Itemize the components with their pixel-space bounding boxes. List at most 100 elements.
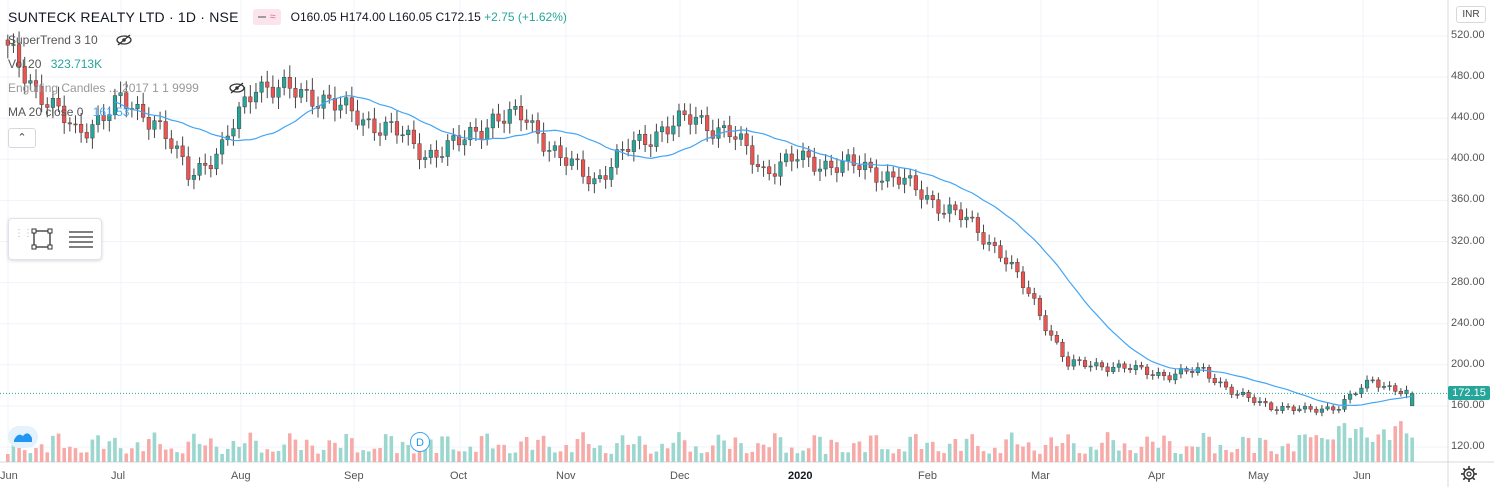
candle-body <box>259 81 264 93</box>
candle-body <box>197 163 202 176</box>
compare-pill[interactable]: ≈ <box>252 9 281 25</box>
candle-body <box>338 104 343 111</box>
volume-bar <box>124 453 129 462</box>
volume-bar <box>383 434 388 462</box>
candle-body <box>552 145 557 151</box>
candle-body <box>1229 386 1234 395</box>
candle-body <box>124 92 129 109</box>
candle-body <box>321 94 326 109</box>
volume-bar <box>135 442 140 462</box>
candle-body <box>327 94 332 99</box>
volume-bar <box>1280 446 1285 462</box>
candle-body <box>755 164 760 168</box>
dividend-marker-icon[interactable]: D <box>410 432 430 452</box>
indicator-volume[interactable]: Vol 20 323.713K <box>8 57 102 71</box>
x-tick-label: Jun <box>0 470 18 482</box>
volume-bar <box>259 452 264 462</box>
candle-body <box>795 159 800 162</box>
collapse-indicators-button[interactable]: ⌃ <box>8 128 36 148</box>
volume-bar <box>1320 437 1324 462</box>
candle-body <box>50 97 55 108</box>
x-tick-label: May <box>1248 470 1269 482</box>
candle-body <box>1207 367 1212 379</box>
volume-bar <box>147 439 151 462</box>
volume-bar <box>366 451 371 462</box>
candle-body <box>1077 359 1082 361</box>
volume-bar <box>1370 441 1375 462</box>
volume-bar <box>682 440 687 462</box>
candle-body <box>643 133 648 145</box>
candle-body <box>767 166 772 174</box>
drawing-toolbox[interactable]: ⋮⋮ <box>8 218 102 260</box>
candle-body <box>39 85 44 105</box>
candle-body <box>817 168 823 172</box>
volume-bar <box>355 452 360 462</box>
candle-body <box>1410 393 1415 407</box>
candle-body <box>1223 381 1229 388</box>
volume-bar <box>327 440 332 462</box>
candle-body <box>620 149 625 151</box>
volume-bar <box>536 439 540 462</box>
volume-bar <box>993 447 997 462</box>
indicator-ma[interactable]: MA 20 close 0 161.53 <box>8 105 129 119</box>
candle-body <box>180 145 185 158</box>
volume-bar <box>1184 446 1189 462</box>
currency-label[interactable]: INR <box>1456 6 1486 23</box>
volume-bar <box>350 438 354 462</box>
x-tick-label: Mar <box>1031 470 1050 482</box>
volume-bar <box>1241 436 1245 462</box>
lines-tool-icon[interactable] <box>67 228 95 250</box>
candle-body <box>95 115 101 125</box>
x-tick-label: Sep <box>344 470 364 482</box>
candle-body <box>242 96 247 108</box>
candle-body <box>118 92 123 96</box>
candle-body <box>891 171 896 178</box>
volume-bar <box>1156 447 1161 462</box>
candle-body <box>829 160 834 168</box>
candle-body <box>304 89 309 91</box>
volume-bar <box>389 436 394 462</box>
candle-body <box>778 161 783 177</box>
indicator-engulfing[interactable]: Engulfing Candles ... 2017 1 1 9999 <box>8 81 199 95</box>
candle-body <box>186 156 191 180</box>
volume-bar <box>338 447 343 462</box>
volume-bar <box>925 442 929 462</box>
rectangle-tool-icon[interactable] <box>31 228 53 250</box>
candle-body <box>1049 330 1054 336</box>
eye-off-icon[interactable] <box>228 82 246 94</box>
engulfing-label: Engulfing Candles ... 2017 1 1 9999 <box>8 81 199 95</box>
volume-bar <box>959 450 963 462</box>
volume-bar <box>1246 437 1251 462</box>
indicator-supertrend[interactable]: SuperTrend 3 10 <box>8 33 98 47</box>
y-tick-label: 120.00 <box>1451 440 1485 452</box>
volume-bar <box>1212 453 1217 462</box>
tradingview-logo-icon[interactable] <box>8 426 38 448</box>
candle-body <box>146 117 151 130</box>
volume-bar <box>654 451 659 462</box>
candle-body <box>930 195 935 201</box>
volume-bar <box>237 446 241 462</box>
candle-body <box>231 128 236 137</box>
volume-bar <box>570 452 574 462</box>
volume-bar <box>795 453 800 462</box>
candle-body <box>17 44 22 67</box>
eye-off-icon[interactable] <box>115 34 133 46</box>
candle-body <box>575 158 580 161</box>
chevron-up-icon: ⌃ <box>17 132 27 144</box>
settings-gear-icon[interactable] <box>1460 465 1478 483</box>
candle-body <box>270 86 275 98</box>
symbol-title[interactable]: SUNTECK REALTY LTD · 1D · NSE <box>8 9 239 25</box>
candle-body <box>998 245 1003 259</box>
candle-body <box>33 80 39 87</box>
candle-body <box>626 149 631 152</box>
volume-bar <box>474 451 478 462</box>
volume-bar <box>1117 450 1121 462</box>
candle-body <box>163 121 168 140</box>
candle-body <box>1353 393 1358 395</box>
drag-handle-icon[interactable]: ⋮⋮ <box>14 228 33 239</box>
volume-bar <box>677 432 681 462</box>
volume-bar <box>113 437 117 462</box>
candle-body <box>1269 402 1274 410</box>
volume-bar <box>304 439 309 462</box>
